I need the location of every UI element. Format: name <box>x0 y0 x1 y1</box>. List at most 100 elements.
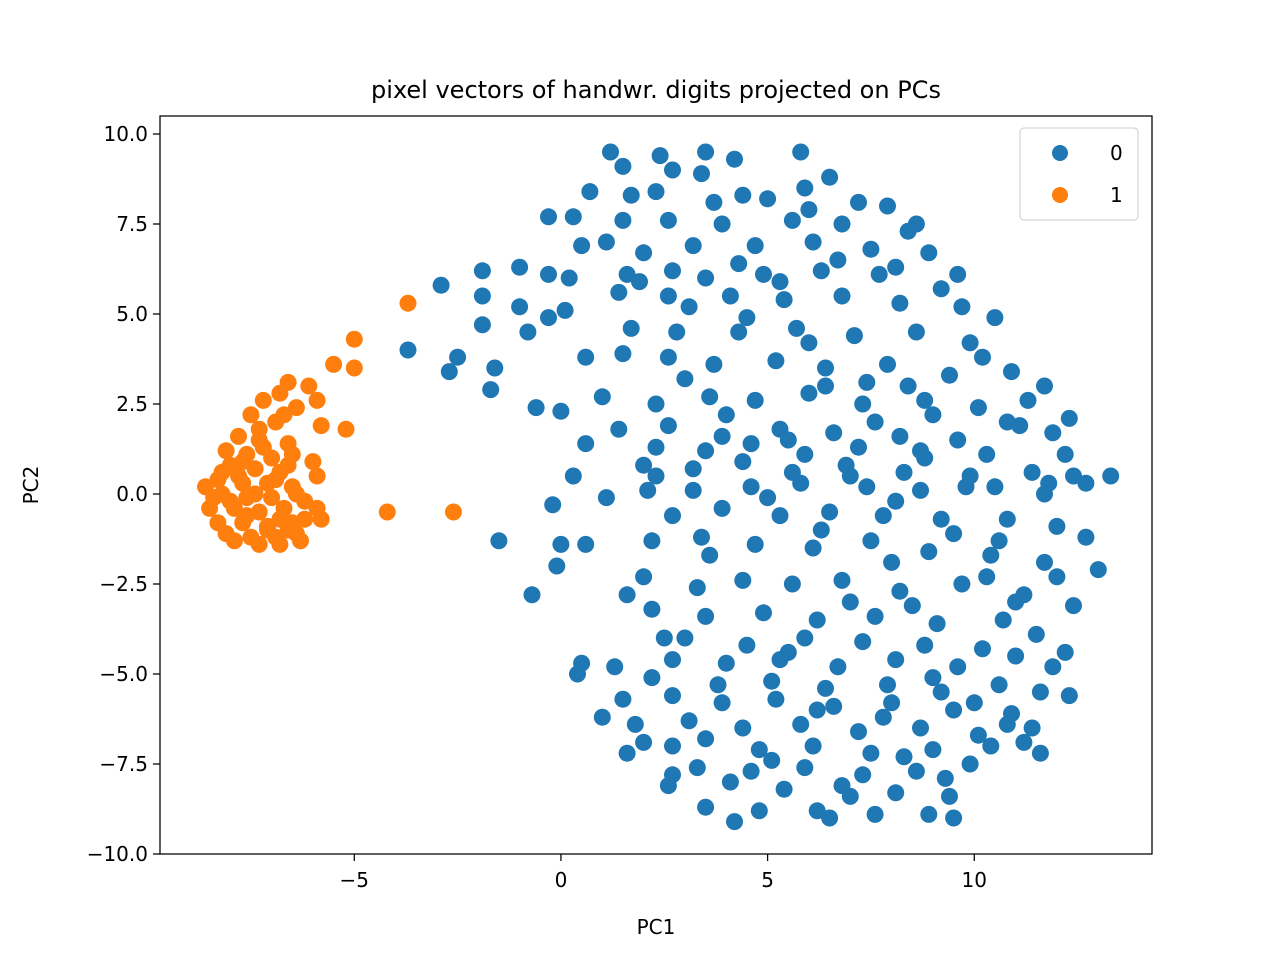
point-series-1-51 <box>225 532 243 550</box>
point-series-1-8 <box>308 391 326 409</box>
point-series-0-161 <box>523 586 541 604</box>
point-series-1-63 <box>238 507 256 525</box>
point-series-0-202 <box>945 701 963 719</box>
point-series-0-186 <box>606 658 624 676</box>
point-series-0-266 <box>779 643 797 661</box>
point-series-0-276 <box>829 251 847 269</box>
point-series-0-22 <box>833 215 851 233</box>
point-series-0-197 <box>664 687 681 705</box>
point-series-0-103 <box>742 435 760 453</box>
point-series-0-150 <box>1077 528 1095 546</box>
point-series-0-195 <box>1031 683 1049 701</box>
point-series-1-59 <box>279 456 297 474</box>
point-series-0-29 <box>804 233 822 251</box>
point-series-0-65 <box>399 341 417 359</box>
point-series-1-1 <box>345 330 363 348</box>
point-series-0-13 <box>796 179 814 197</box>
point-series-0-297 <box>812 521 830 539</box>
point-series-0-56 <box>519 323 537 341</box>
point-series-0-116 <box>1023 463 1041 481</box>
point-series-1-0 <box>399 294 417 312</box>
point-series-0-104 <box>796 445 814 463</box>
point-series-0-230 <box>1031 744 1049 762</box>
legend: 0 1 <box>1019 127 1139 221</box>
point-series-0-200 <box>825 697 843 715</box>
point-series-0-60 <box>730 323 748 341</box>
point-series-0-255 <box>899 377 917 395</box>
x-axis: −5 0 5 10 <box>340 854 987 892</box>
point-series-0-299 <box>701 546 719 564</box>
point-series-0-17 <box>564 208 582 226</box>
point-series-0-42 <box>473 262 491 280</box>
point-series-0-14 <box>850 193 867 211</box>
point-series-1-55 <box>378 503 396 521</box>
point-series-0-169 <box>1065 597 1082 615</box>
point-series-0-54 <box>986 309 1004 327</box>
point-series-0-16 <box>540 208 557 226</box>
point-series-0-66 <box>449 348 467 366</box>
point-series-0-248 <box>800 201 818 219</box>
point-series-1-56 <box>445 503 462 521</box>
point-series-0-228 <box>907 762 925 780</box>
y-axis-label: PC2 <box>19 466 43 505</box>
point-series-0-153 <box>688 579 706 597</box>
point-series-0-5 <box>614 157 632 175</box>
point-series-0-295 <box>990 532 1008 550</box>
point-series-0-114 <box>895 463 913 481</box>
point-series-0-33 <box>540 265 557 283</box>
point-series-0-173 <box>854 633 872 651</box>
point-series-0-119 <box>564 467 582 485</box>
point-series-0-176 <box>1027 625 1045 643</box>
point-series-0-120 <box>647 467 665 485</box>
point-series-0-268 <box>965 694 983 712</box>
point-series-0-34 <box>560 269 578 287</box>
plot-points <box>197 143 1120 831</box>
legend-frame <box>1019 127 1139 221</box>
point-series-0-80 <box>593 388 611 406</box>
point-series-0-215 <box>664 737 681 755</box>
point-series-0-257 <box>998 413 1016 431</box>
point-series-0-274 <box>730 255 748 273</box>
point-series-0-146 <box>862 532 880 550</box>
x-tick-label: −5 <box>340 868 369 892</box>
point-series-0-97 <box>949 431 967 449</box>
point-series-0-277 <box>887 258 905 276</box>
point-series-0-99 <box>1044 424 1062 442</box>
point-series-0-280 <box>1019 391 1037 409</box>
point-series-0-15 <box>879 197 896 215</box>
point-series-0-160 <box>1089 561 1107 579</box>
point-series-0-149 <box>1036 553 1053 571</box>
point-series-0-37 <box>697 269 715 287</box>
point-series-0-209 <box>792 715 810 733</box>
point-series-0-55 <box>473 316 491 334</box>
point-series-0-31 <box>920 244 938 262</box>
point-series-0-213 <box>1023 719 1041 737</box>
point-series-0-76 <box>1003 363 1020 381</box>
point-series-0-283 <box>1044 658 1062 676</box>
point-series-0-270 <box>808 701 826 719</box>
point-series-1-14 <box>230 427 247 445</box>
point-series-0-43 <box>432 276 450 294</box>
y-tick-label: 2.5 <box>116 392 148 416</box>
point-series-0-229 <box>961 755 979 773</box>
point-series-0-84 <box>800 384 818 402</box>
point-series-0-4 <box>792 143 810 161</box>
point-series-0-245 <box>945 809 963 827</box>
point-series-0-166 <box>866 607 884 625</box>
point-series-0-39 <box>812 262 830 280</box>
point-series-0-28 <box>746 237 764 255</box>
y-tick-label: −2.5 <box>99 572 148 596</box>
point-series-0-83 <box>746 391 764 409</box>
point-series-0-260 <box>887 492 905 510</box>
point-series-1-71 <box>279 521 297 539</box>
point-series-0-289 <box>618 586 636 604</box>
point-series-1-24 <box>304 453 322 471</box>
point-series-1-7 <box>254 391 272 409</box>
point-series-0-224 <box>688 759 706 777</box>
point-series-1-35 <box>296 492 314 510</box>
point-series-0-18 <box>614 211 632 229</box>
point-series-0-40 <box>870 265 888 283</box>
point-series-1-65 <box>267 471 285 489</box>
point-series-0-189 <box>709 676 727 694</box>
point-series-0-41 <box>949 265 967 283</box>
